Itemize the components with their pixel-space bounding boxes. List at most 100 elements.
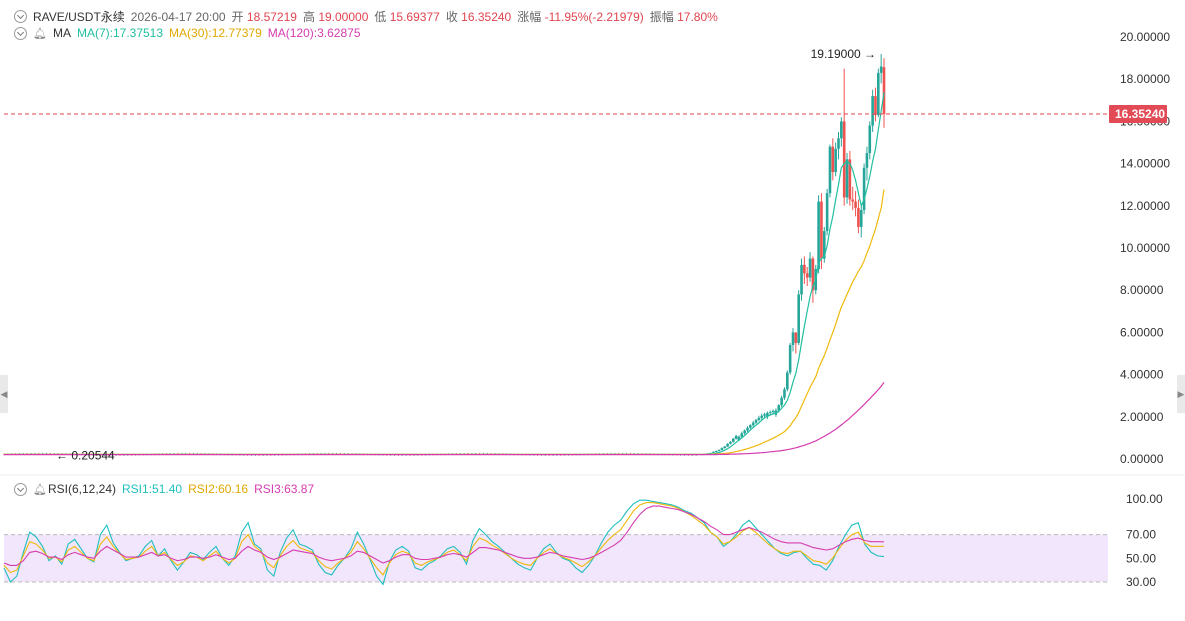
collapse-toggle-icon[interactable] xyxy=(14,10,27,23)
ma-label[interactable]: MA xyxy=(52,26,71,40)
rsi-bell-icon[interactable]: 🔔︎ xyxy=(33,483,47,496)
symbol-label: RAVE/USDT永续 xyxy=(33,10,125,24)
rsi-line-RSI1 xyxy=(3,499,885,586)
change-label: 涨幅 xyxy=(517,10,542,24)
rsi3-legend: RSI3:63.87 xyxy=(254,482,315,496)
candle-body xyxy=(808,258,812,278)
candle-body xyxy=(857,207,860,227)
rsi-axis-tick: 50.00 xyxy=(1126,551,1156,565)
candle-body xyxy=(760,415,764,418)
rsi2-legend: RSI2:60.16 xyxy=(188,482,249,496)
change-value: -11.95%(-2.21979) xyxy=(544,10,644,24)
candle-body xyxy=(768,412,772,414)
candle-body xyxy=(797,294,800,343)
high-label: 高 xyxy=(302,10,315,24)
left-drag-handle[interactable]: ◀ xyxy=(0,375,8,413)
rsi-axis-tick: 70.00 xyxy=(1126,528,1156,542)
candle-body xyxy=(842,121,846,198)
candle-body xyxy=(854,201,857,208)
last-price-label: 16.35240 xyxy=(1115,107,1165,121)
candle-body xyxy=(780,397,783,406)
candle-body xyxy=(811,258,815,291)
candle-body xyxy=(723,446,727,449)
ma-line-MA(120) xyxy=(4,382,885,456)
candle-body xyxy=(737,436,741,441)
candle-body xyxy=(783,389,786,398)
candle-body xyxy=(712,451,715,453)
candle-body xyxy=(717,449,721,451)
close-label: 收 xyxy=(445,10,458,24)
ma-line-MA(30) xyxy=(4,189,885,455)
candle-body xyxy=(828,146,832,194)
last-price-badge xyxy=(1109,104,1167,123)
candle-body xyxy=(879,66,883,73)
candle-body xyxy=(837,138,840,149)
candle-body xyxy=(751,422,755,426)
price-axis-tick: 4.00000 xyxy=(1120,368,1164,382)
price-axis-tick: 6.00000 xyxy=(1120,325,1164,339)
amplitude-value: 17.80% xyxy=(677,10,718,24)
candle-body xyxy=(851,199,855,202)
rsi-label[interactable]: RSI(6,12,24) xyxy=(47,482,117,496)
candle-body xyxy=(834,148,837,173)
candle-body xyxy=(859,210,863,227)
datetime-label: 2026-04-17 20:00 xyxy=(130,9,226,24)
price-axis-tick: 18.00000 xyxy=(1120,72,1170,86)
candle-body xyxy=(805,273,809,278)
candle-body xyxy=(788,345,792,373)
candle-body xyxy=(766,413,769,417)
open-label: 开 xyxy=(231,10,244,24)
candle-body xyxy=(874,96,877,116)
price-axis-tick: 12.00000 xyxy=(1120,199,1170,213)
left-arrow-icon: ◀ xyxy=(0,388,8,399)
candle-body xyxy=(871,96,874,126)
candle-body xyxy=(845,159,849,198)
candle-body xyxy=(840,121,843,139)
candle-body xyxy=(740,433,744,437)
candle-body xyxy=(754,419,758,423)
candle-body xyxy=(882,67,886,114)
candle-body xyxy=(771,410,775,413)
right-arrow-icon: ▶ xyxy=(1177,388,1185,399)
ma-collapse-icon[interactable] xyxy=(14,26,27,40)
low-value: 15.69377 xyxy=(389,10,440,24)
candle-body xyxy=(877,72,880,116)
max-price-annotation: 19.19000 → xyxy=(811,47,876,61)
min-price-annotation: ← 0.20544 xyxy=(56,449,115,463)
rsi-line-RSI3 xyxy=(3,505,885,566)
right-drag-handle[interactable]: ▶ xyxy=(1177,375,1185,413)
low-label: 低 xyxy=(374,10,387,24)
ma-line-MA(7) xyxy=(4,92,885,455)
rsi-axis-tick: 30.00 xyxy=(1126,575,1156,589)
bell-icon[interactable]: 🔔︎ xyxy=(33,27,47,40)
high-value: 19.00000 xyxy=(318,10,369,24)
open-value: 18.57219 xyxy=(246,10,297,24)
amplitude-label: 振幅 xyxy=(649,10,674,24)
candle-body xyxy=(777,405,781,411)
candle-body xyxy=(749,425,752,428)
price-axis-tick: 20.00000 xyxy=(1120,30,1170,44)
rsi1-legend: RSI1:51.40 xyxy=(122,482,183,496)
candle-body xyxy=(726,443,729,447)
candle-body xyxy=(865,153,869,168)
candle-body xyxy=(786,372,789,390)
candle-body xyxy=(731,438,735,442)
candle-body xyxy=(757,417,761,420)
candle-body xyxy=(848,159,852,200)
candle-body xyxy=(831,146,835,173)
rsi-collapse-icon[interactable] xyxy=(14,482,27,496)
candle-body xyxy=(720,448,724,450)
candle-body xyxy=(820,201,823,259)
ma-legend: 🔔︎ MA MA(7):17.37513 MA(30):12.77379 MA(… xyxy=(14,26,361,40)
price-axis-tick: 8.00000 xyxy=(1120,283,1164,297)
ma7-legend: MA(7):17.37513 xyxy=(76,26,164,40)
candle-body xyxy=(825,193,829,232)
candle-body xyxy=(800,264,803,295)
price-axis-tick: 14.00000 xyxy=(1120,157,1170,171)
candle-body xyxy=(817,201,820,270)
ma30-legend: MA(30):12.77379 xyxy=(169,26,262,40)
candle-body xyxy=(709,452,712,454)
price-axis-tick: 2.00000 xyxy=(1120,410,1164,424)
